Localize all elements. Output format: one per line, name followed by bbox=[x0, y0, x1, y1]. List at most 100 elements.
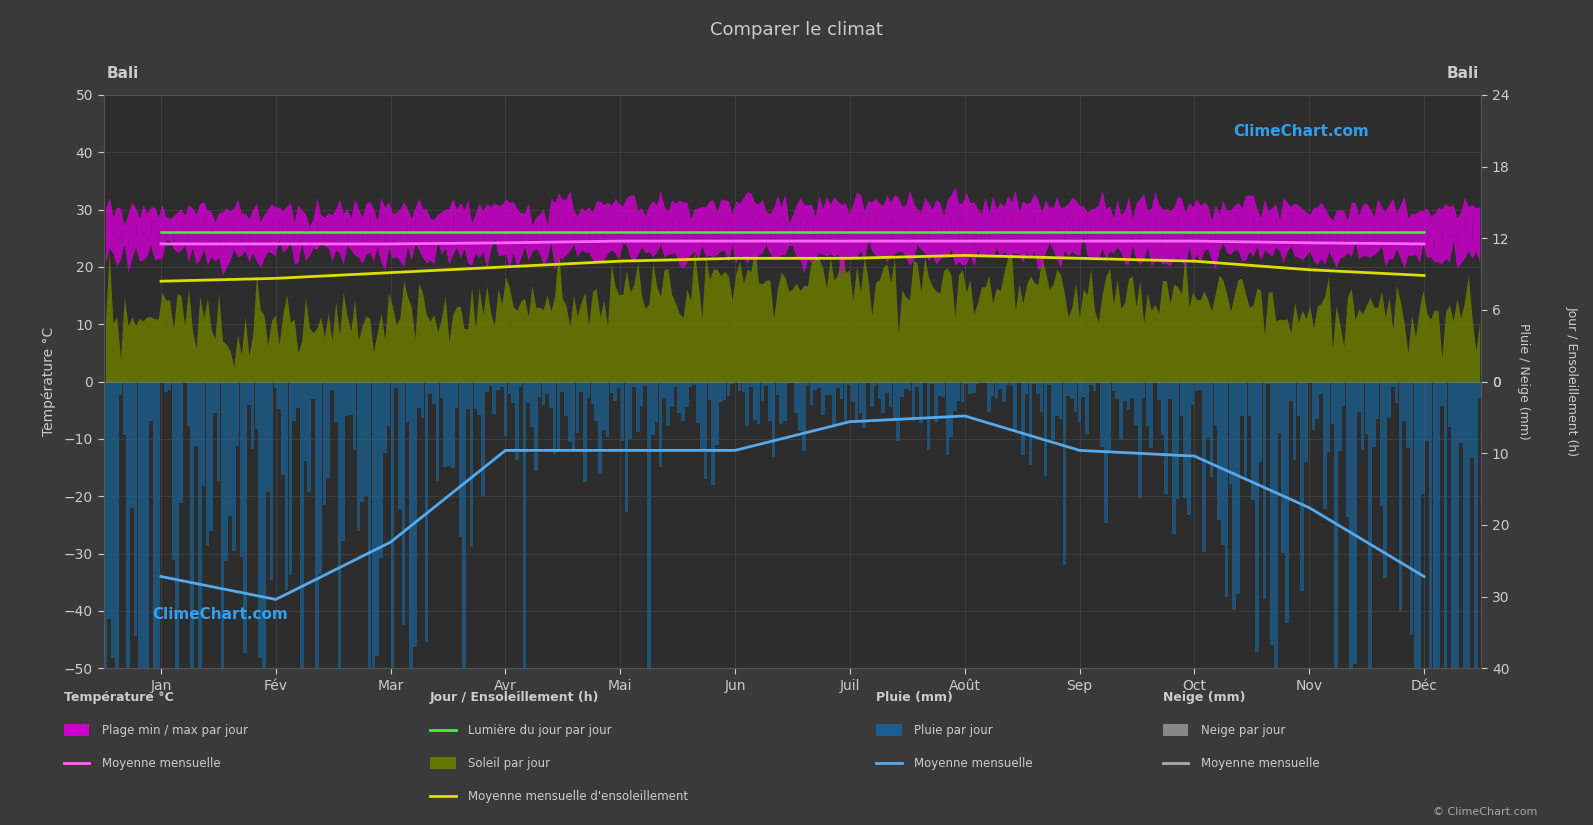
Bar bbox=[1002, 381, 1005, 402]
Bar bbox=[1266, 381, 1270, 384]
Bar bbox=[1360, 381, 1364, 450]
Bar bbox=[999, 381, 1002, 389]
Bar bbox=[991, 381, 994, 396]
Bar bbox=[1029, 381, 1032, 465]
Bar bbox=[115, 381, 118, 668]
Bar bbox=[575, 381, 580, 433]
Bar bbox=[255, 381, 258, 429]
Bar bbox=[341, 381, 346, 540]
Bar bbox=[1399, 381, 1402, 611]
Bar bbox=[613, 381, 616, 401]
Bar bbox=[338, 381, 341, 668]
Bar bbox=[429, 381, 432, 394]
Bar bbox=[1247, 381, 1251, 416]
Bar bbox=[436, 381, 440, 481]
Bar bbox=[1112, 381, 1115, 391]
Bar bbox=[357, 381, 360, 530]
Bar bbox=[489, 381, 492, 386]
Bar bbox=[1172, 381, 1176, 534]
Bar bbox=[1376, 381, 1380, 419]
Bar bbox=[1145, 381, 1149, 427]
Bar bbox=[194, 381, 198, 446]
Bar bbox=[1324, 381, 1327, 509]
Bar bbox=[1372, 381, 1376, 447]
Bar bbox=[500, 381, 503, 387]
Bar bbox=[401, 381, 406, 625]
Bar bbox=[707, 381, 710, 400]
Bar bbox=[137, 381, 142, 668]
Bar bbox=[1251, 381, 1255, 500]
Bar bbox=[1048, 381, 1051, 384]
Bar bbox=[787, 381, 790, 383]
Text: Bali: Bali bbox=[107, 65, 139, 81]
Bar bbox=[519, 381, 523, 388]
Bar bbox=[553, 381, 556, 454]
Bar bbox=[432, 381, 435, 404]
Bar bbox=[957, 381, 961, 401]
Bar bbox=[798, 381, 801, 431]
Bar bbox=[119, 381, 123, 394]
Bar bbox=[900, 381, 903, 398]
Bar bbox=[693, 381, 696, 384]
Bar bbox=[1255, 381, 1258, 653]
Text: ClimeChart.com: ClimeChart.com bbox=[1233, 124, 1370, 139]
Bar bbox=[349, 381, 352, 415]
Bar bbox=[583, 381, 586, 482]
Bar bbox=[1470, 381, 1474, 459]
Bar bbox=[696, 381, 699, 423]
Bar bbox=[911, 381, 914, 422]
Bar bbox=[688, 381, 693, 387]
Bar bbox=[1206, 381, 1209, 438]
Bar bbox=[1059, 381, 1063, 419]
Bar bbox=[1074, 381, 1077, 412]
Bar bbox=[773, 381, 776, 457]
Bar bbox=[217, 381, 220, 482]
Bar bbox=[749, 381, 753, 387]
Bar bbox=[1432, 381, 1437, 668]
Bar bbox=[1198, 381, 1203, 389]
Bar bbox=[875, 381, 878, 386]
Bar bbox=[1346, 381, 1349, 517]
Bar bbox=[964, 381, 969, 384]
Bar bbox=[511, 381, 515, 403]
Bar bbox=[784, 381, 787, 422]
Bar bbox=[892, 381, 897, 419]
Text: Bali: Bali bbox=[1446, 65, 1478, 81]
Text: Lumière du jour par jour: Lumière du jour par jour bbox=[468, 724, 612, 737]
Bar bbox=[746, 381, 749, 426]
Bar bbox=[897, 381, 900, 441]
Bar bbox=[988, 381, 991, 412]
Bar bbox=[202, 381, 205, 486]
Text: Neige par jour: Neige par jour bbox=[1201, 724, 1286, 737]
Bar bbox=[1316, 381, 1319, 418]
Text: Température °C: Température °C bbox=[64, 691, 174, 704]
Bar bbox=[293, 381, 296, 422]
Bar bbox=[382, 381, 387, 453]
Bar bbox=[530, 381, 534, 427]
Bar bbox=[644, 381, 647, 385]
Bar bbox=[1391, 381, 1394, 387]
Bar bbox=[538, 381, 542, 397]
Bar bbox=[107, 381, 112, 619]
Bar bbox=[250, 381, 255, 449]
Bar bbox=[395, 381, 398, 388]
Bar bbox=[205, 381, 209, 546]
Bar bbox=[1101, 381, 1104, 446]
Text: Moyenne mensuelle d'ensoleillement: Moyenne mensuelle d'ensoleillement bbox=[468, 790, 688, 803]
Bar bbox=[156, 381, 159, 668]
Bar bbox=[610, 381, 613, 393]
Bar bbox=[594, 381, 597, 421]
Bar bbox=[288, 381, 292, 575]
Bar bbox=[916, 381, 919, 387]
Bar bbox=[1024, 381, 1029, 394]
Bar bbox=[492, 381, 495, 414]
Bar bbox=[1035, 381, 1040, 394]
Bar bbox=[1131, 381, 1134, 398]
Bar bbox=[1478, 381, 1481, 398]
Bar bbox=[1063, 381, 1066, 565]
Bar bbox=[1383, 381, 1388, 578]
Bar bbox=[508, 381, 511, 394]
Bar bbox=[671, 381, 674, 407]
Bar bbox=[390, 381, 393, 668]
Bar bbox=[961, 381, 964, 402]
